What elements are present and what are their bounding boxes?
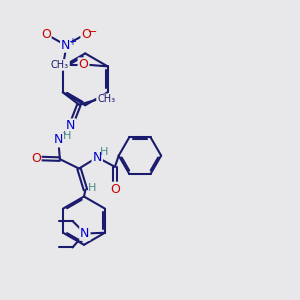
Text: O: O [81,28,91,41]
Text: +: + [68,37,76,47]
Text: H: H [88,183,96,193]
Text: H: H [62,130,71,141]
Text: N: N [61,39,70,52]
Text: −: − [88,27,98,37]
Text: O: O [41,28,51,41]
Text: CH₃: CH₃ [51,60,69,70]
Text: O: O [110,183,120,196]
Text: O: O [79,58,88,71]
Text: N: N [80,227,90,240]
Text: N: N [54,134,63,146]
Text: O: O [31,152,40,165]
Text: N: N [66,119,75,132]
Text: CH₃: CH₃ [97,94,115,104]
Text: N: N [92,151,102,164]
Text: H: H [100,147,108,157]
